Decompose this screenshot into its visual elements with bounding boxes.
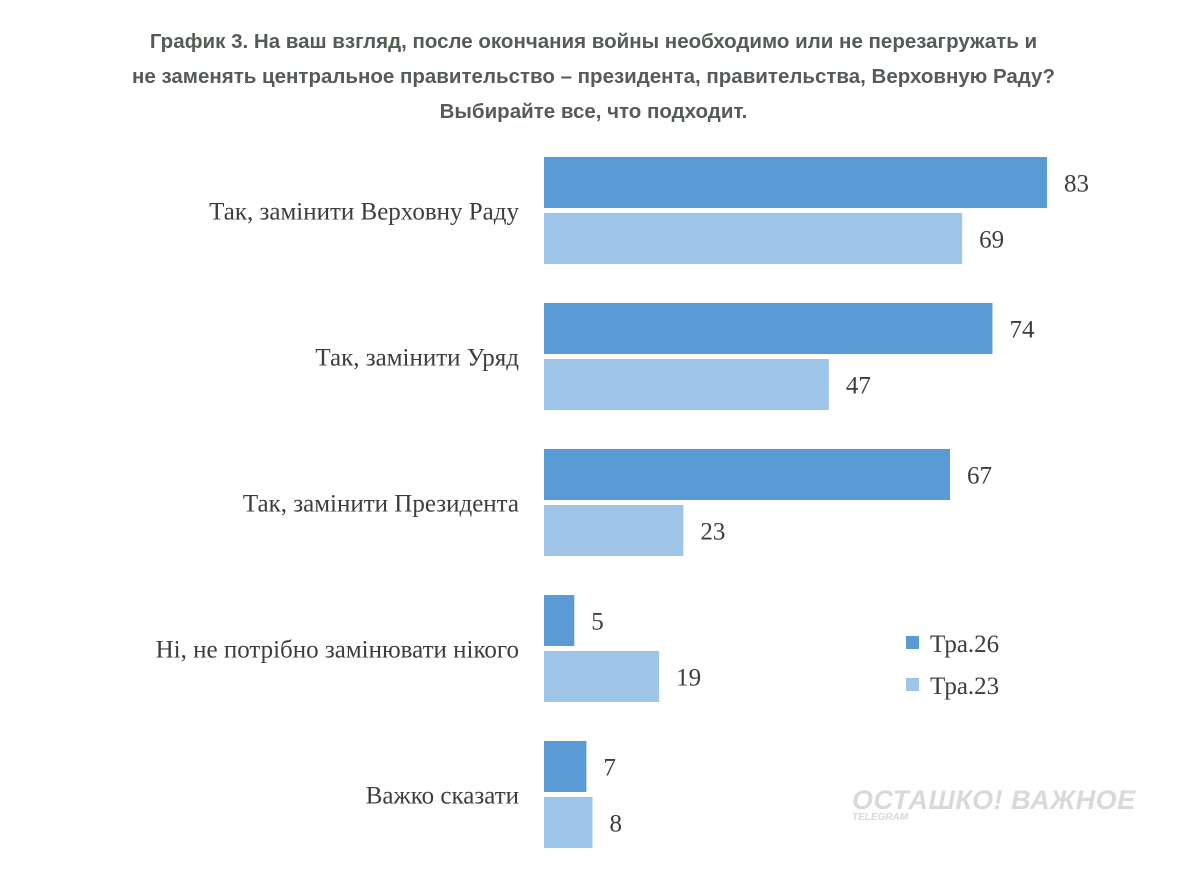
bar-series-2 bbox=[544, 651, 660, 702]
category-label: Ні, не потрібно замінювати нікого bbox=[156, 637, 519, 664]
bar-series-2 bbox=[544, 797, 593, 848]
title-line-1: График 3. На ваш взгляд, после окончания… bbox=[149, 30, 1038, 53]
title-line-2: не заменять центральное правительство – … bbox=[131, 65, 1055, 88]
legend-swatch bbox=[906, 636, 919, 649]
data-label: 74 bbox=[1009, 317, 1034, 344]
watermark-subtext: TELEGRAM bbox=[852, 812, 909, 823]
legend-label: Тра.23 bbox=[930, 673, 999, 700]
bar-series-2 bbox=[544, 359, 829, 410]
bar-series-2 bbox=[544, 213, 963, 264]
category-label: Так, замінити Верховну Раду bbox=[209, 199, 519, 226]
data-label: 83 bbox=[1064, 171, 1089, 198]
data-label: 69 bbox=[979, 227, 1004, 254]
bar-series-1 bbox=[544, 741, 587, 792]
category-label: Так, замінити Президента bbox=[243, 491, 519, 518]
data-label: 23 bbox=[700, 519, 725, 546]
data-label: 67 bbox=[967, 463, 992, 490]
data-label: 8 bbox=[609, 811, 622, 838]
category-label: Так, замінити Уряд bbox=[315, 345, 519, 372]
data-label: 47 bbox=[846, 373, 871, 400]
data-label: 19 bbox=[676, 665, 701, 692]
watermark-logo: ОСТАШКО! ВАЖНОЕ TELEGRAM bbox=[852, 785, 1142, 837]
watermark-text: ОСТАШКО! ВАЖНОЕ bbox=[852, 785, 1136, 815]
bar-series-1 bbox=[544, 303, 993, 354]
bar-series-1 bbox=[544, 449, 951, 500]
bar-series-1 bbox=[544, 595, 575, 646]
legend-swatch bbox=[906, 678, 919, 691]
data-label: 7 bbox=[603, 755, 616, 782]
legend-label: Тра.26 bbox=[930, 631, 999, 658]
chart-title: График 3. На ваш взгляд, после окончания… bbox=[20, 24, 1167, 129]
data-label: 5 bbox=[591, 609, 604, 636]
category-label: Важко сказати bbox=[366, 783, 519, 810]
bar-series-2 bbox=[544, 505, 684, 556]
title-line-3: Выбирайте все, что подходит. bbox=[439, 100, 748, 123]
bar-series-1 bbox=[544, 157, 1047, 208]
